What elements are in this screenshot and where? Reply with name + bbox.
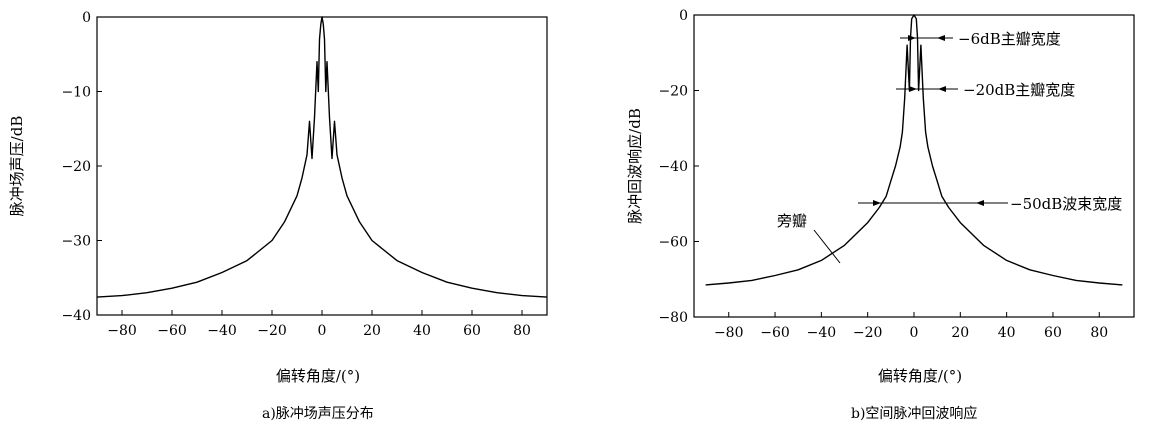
y-tick-label: −40: [61, 308, 91, 324]
chart-a-xlabel: 偏转角度/(°): [276, 367, 360, 385]
x-tick-label: −20: [257, 323, 287, 339]
x-tick-label: 40: [998, 325, 1016, 341]
x-tick-label: −40: [807, 325, 837, 341]
chart-b-caption: b)空间脉冲回波响应: [851, 406, 978, 422]
x-tick-label: −80: [714, 325, 744, 341]
chart-b-plot-area: [693, 14, 1135, 318]
series-line-0: [96, 16, 548, 298]
x-tick-label: −20: [853, 325, 883, 341]
y-tick-label: 0: [82, 10, 91, 26]
y-tick-label: −20: [61, 159, 91, 175]
annotation-50db-arrowhead-left: [873, 200, 881, 206]
x-tick-label: 60: [463, 323, 481, 339]
annotation-6db-arrowhead-left: [908, 35, 916, 41]
annotation-50db-label: −50dB波束宽度: [1010, 195, 1122, 213]
annotation-6db-label: −6dB主瓣宽度: [958, 30, 1061, 48]
chart-a-svg: −80 −60 −40 −20 0 20 40 60 80 0 −10 −20 −30 −40 脉冲场声压…: [8, 10, 548, 385]
x-tick-label: 80: [1090, 325, 1108, 341]
annotation-20db-arrowhead-left: [909, 86, 917, 92]
x-tick-label: −60: [157, 323, 187, 339]
annotation-6db-arrowhead-right: [937, 35, 945, 41]
chart-b-series: [705, 14, 1123, 286]
x-tick-label: −40: [207, 323, 237, 339]
chart-b-xlabel: 偏转角度/(°): [878, 367, 962, 385]
chart-b-ylabel: 脉冲回波响应/dB: [626, 108, 644, 224]
x-tick-label: −60: [760, 325, 790, 341]
x-tick-label: −80: [107, 323, 137, 339]
chart-a-series: [96, 16, 548, 298]
chart-b-plot-frame: [693, 14, 1135, 318]
chart-a-panel: −80 −60 −40 −20 0 20 40 60 80 0 −10 −20 −30 −40 脉冲场声压…: [8, 10, 548, 422]
x-tick-label: 20: [951, 325, 969, 341]
annotation-sidelobe-label: 旁瓣: [777, 212, 807, 230]
y-tick-label: −30: [61, 234, 91, 250]
y-tick-label: −80: [658, 310, 688, 326]
annotation-20db-arrowhead-right: [938, 86, 946, 92]
x-tick-label: 60: [1044, 325, 1062, 341]
chart-b-annotations: −6dB主瓣宽度 −20dB主瓣宽度 −50dB波束宽度 旁瓣: [777, 30, 1122, 264]
chart-b-ticks: −80 −60 −40 −20 0 20 40 60 80 0 −20 −40 −60 −80: [658, 8, 1108, 341]
chart-a-ylabel: 脉冲场声压/dB: [8, 116, 26, 217]
chart-a-caption: a)脉冲场声压分布: [262, 406, 374, 422]
annotation-20db-label: −20dB主瓣宽度: [963, 81, 1075, 99]
chart-a-plot-frame: [96, 16, 548, 316]
y-tick-label: −20: [658, 84, 688, 100]
chart-a-ticks: −80 −60 −40 −20 0 20 40 60 80 0 −10 −20 −30 −40: [61, 10, 530, 339]
chart-b-panel: −80 −60 −40 −20 0 20 40 60 80 0 −20 −40 −60 −80 −6dB主…: [578, 0, 1156, 433]
y-tick-label: −10: [61, 85, 91, 101]
chart-a-plot-area: [96, 16, 548, 316]
y-tick-label: 0: [679, 8, 688, 24]
x-tick-label: 80: [513, 323, 531, 339]
x-tick-label: 0: [318, 323, 327, 339]
series-line-0: [705, 14, 1123, 286]
x-tick-label: 0: [910, 325, 919, 341]
x-tick-label: 20: [363, 323, 381, 339]
annotation-50db-arrowhead-right: [976, 200, 984, 206]
y-tick-label: −40: [658, 159, 688, 175]
y-tick-label: −60: [658, 235, 688, 251]
x-tick-label: 40: [413, 323, 431, 339]
chart-b-svg: −80 −60 −40 −20 0 20 40 60 80 0 −20 −40 −60 −80 −6dB主…: [626, 8, 1135, 385]
annotation-sidelobe-leader: [813, 229, 841, 264]
